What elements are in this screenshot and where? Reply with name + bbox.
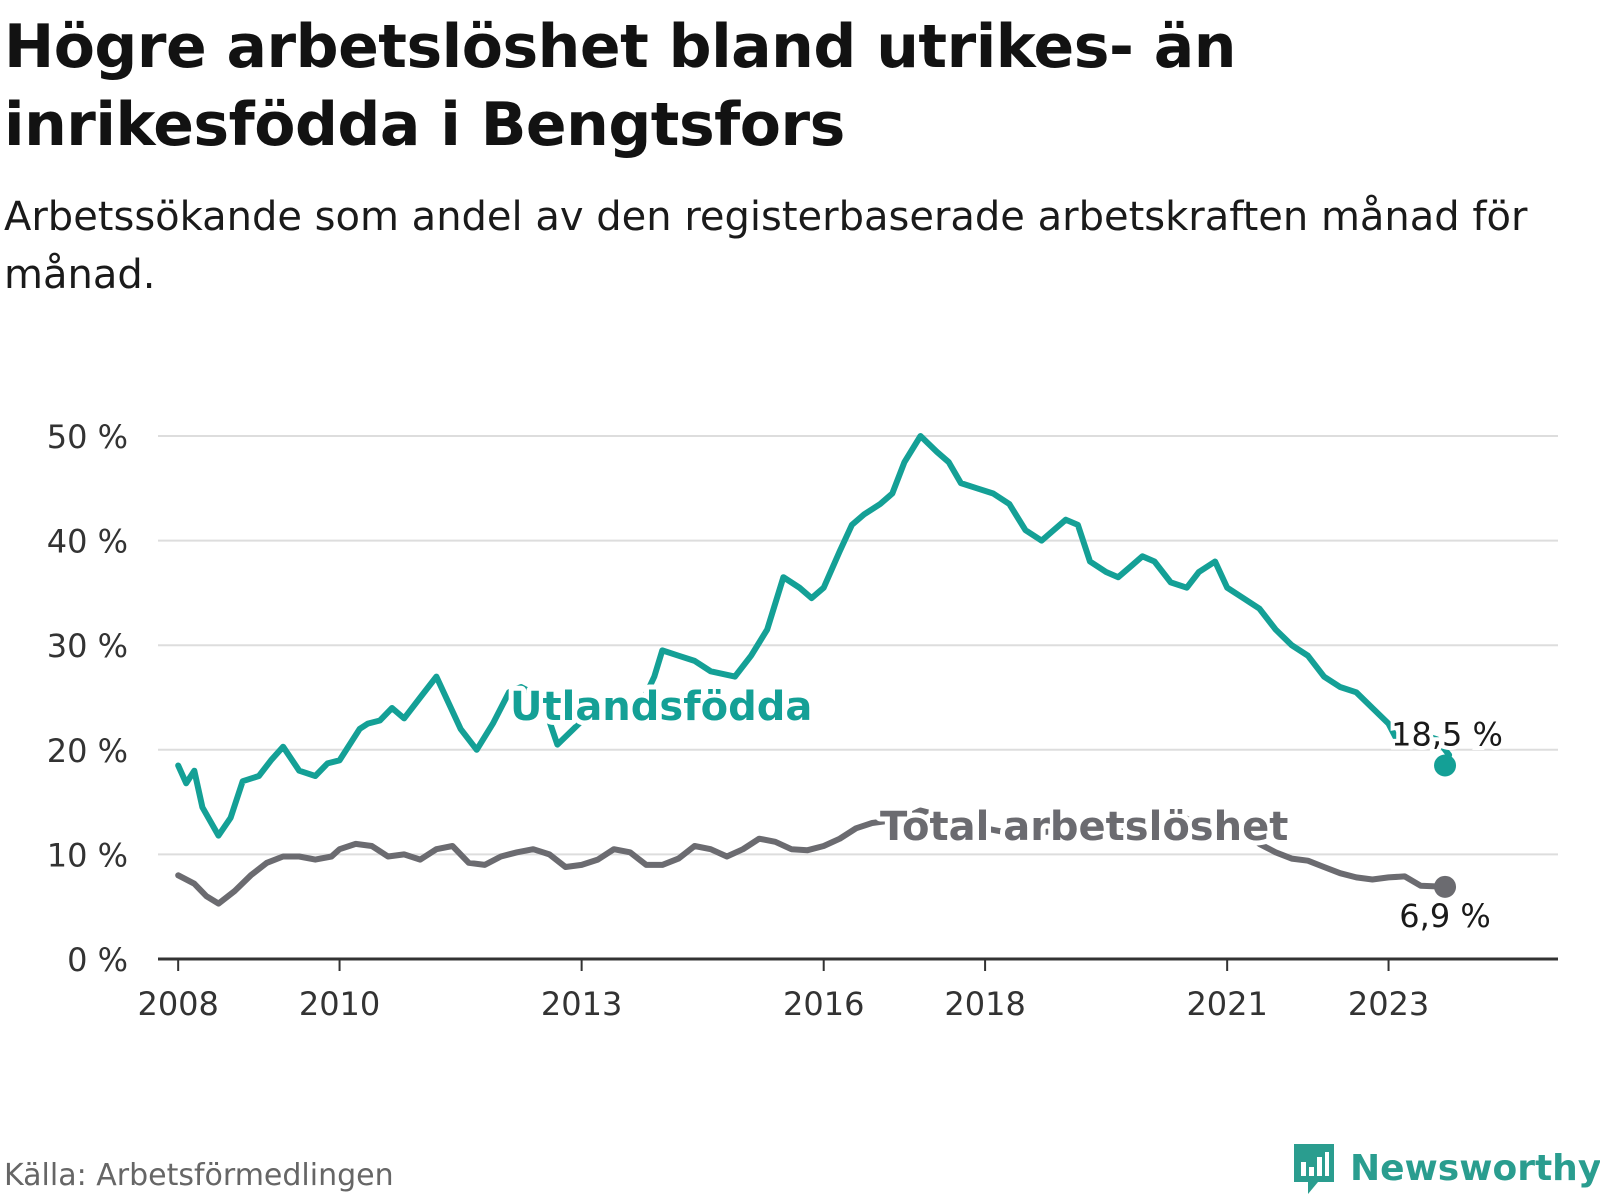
- y-tick-label: 30 %: [47, 627, 128, 665]
- series-line-total: [175, 807, 1448, 907]
- y-tick-label: 40 %: [47, 523, 128, 561]
- y-axis-labels: 0 % 10 % 20 % 30 % 40 % 50 %: [47, 418, 128, 979]
- newsworthy-logo-text: Newsworthy: [1350, 1147, 1600, 1189]
- line-chart: 0 % 10 % 20 % 30 % 40 % 50 % 2008 2010 2013 2016…: [47, 418, 1558, 1020]
- series-end-point-total: [1434, 875, 1457, 898]
- y-tick-label: 50 %: [47, 418, 128, 456]
- series-line-foreign-born: [175, 433, 1453, 839]
- x-tick-label: 2021: [1186, 985, 1267, 1020]
- series-lines: [175, 433, 1457, 907]
- end-label-foreign-born: 18,5 %: [1391, 715, 1503, 753]
- y-tick-label: 10 %: [47, 836, 128, 874]
- x-tick-label: 2018: [944, 985, 1025, 1020]
- x-tick-label: 2010: [299, 985, 380, 1020]
- newsworthy-logo[interactable]: Newsworthy: [1290, 1140, 1600, 1196]
- series-label-foreign-born: Utlandsfödda: [510, 684, 812, 730]
- chart-subtitle: Arbetssökande som andel av den registerb…: [4, 194, 1528, 298]
- source-note: Källa: Arbetsförmedlingen: [4, 1158, 394, 1193]
- series-label-total: Total arbetslöshet: [880, 804, 1288, 850]
- x-tick-label: 2023: [1348, 985, 1429, 1020]
- chart-title: Högre arbetslöshet bland utrikes- än inr…: [4, 12, 1236, 160]
- newsworthy-logo-icon: [1294, 1144, 1334, 1194]
- x-tick-label: 2008: [137, 985, 218, 1020]
- x-tick-label: 2013: [541, 985, 622, 1020]
- x-axis: 2008 2010 2013 2016 2018 2021 2023: [137, 957, 1558, 1020]
- end-label-total: 6,9 %: [1399, 897, 1490, 935]
- series-labels: Utlandsfödda Total arbetslöshet 18,5 % 6,9 …: [505, 679, 1507, 939]
- x-tick-label: 2016: [783, 985, 864, 1020]
- gridlines: [158, 435, 1558, 856]
- y-tick-label: 20 %: [47, 732, 128, 770]
- y-tick-label: 0 %: [67, 941, 128, 979]
- series-end-point-foreign-born: [1434, 754, 1457, 777]
